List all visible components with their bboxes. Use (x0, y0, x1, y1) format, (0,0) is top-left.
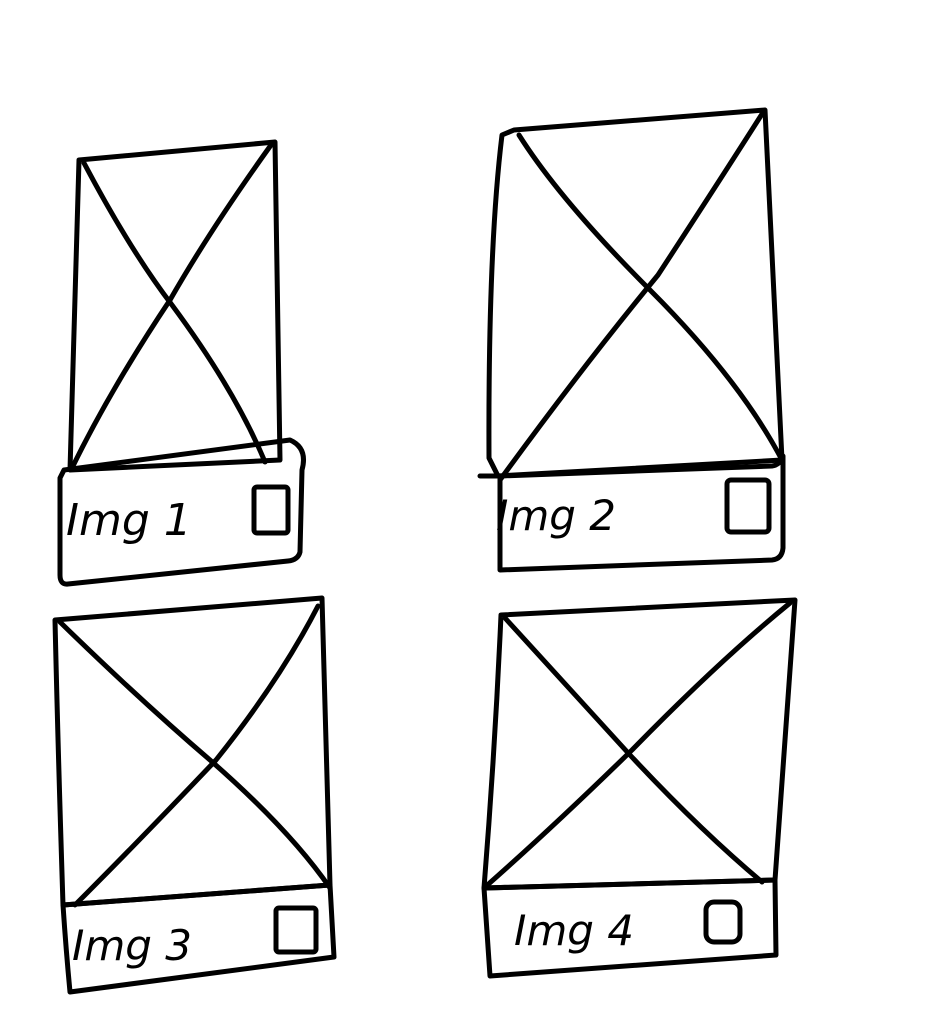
card-label: Img 2 (496, 491, 616, 540)
image-card-3[interactable]: Img 3 (52, 595, 337, 995)
checkbox-icon[interactable] (273, 905, 319, 955)
checkbox-icon[interactable] (251, 484, 291, 536)
image-placeholder-icon[interactable] (486, 107, 785, 483)
card-label: Img 1 (66, 495, 192, 546)
card-label: Img 4 (514, 906, 634, 955)
image-placeholder-icon[interactable] (481, 597, 798, 891)
image-placeholder-icon[interactable] (52, 595, 333, 908)
image-card-4[interactable]: Img 4 (481, 597, 798, 979)
card-label: Img 3 (72, 921, 192, 970)
image-placeholder-icon[interactable] (67, 139, 283, 473)
checkbox-icon[interactable] (724, 477, 772, 535)
checkbox-icon[interactable] (703, 899, 743, 945)
image-card-1[interactable]: Img 1 (57, 139, 306, 587)
image-card-2[interactable]: Img 2 (477, 107, 786, 573)
